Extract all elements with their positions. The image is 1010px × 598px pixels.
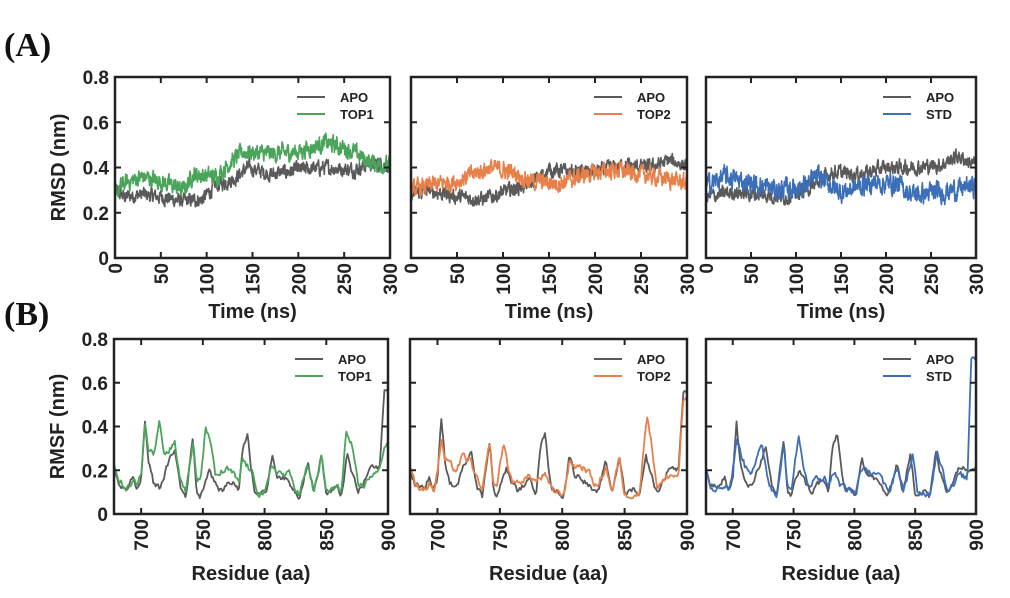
panel-label-a: (A): [4, 27, 51, 64]
legend: APO STD: [883, 352, 954, 384]
series-line-top2: [411, 158, 687, 199]
legend-label-std: STD: [926, 107, 952, 122]
legend-label-top1: TOP1: [338, 369, 372, 384]
series-line-top1: [115, 132, 390, 198]
x-tick-label: 800: [553, 519, 574, 551]
panel-label-b: (B): [4, 296, 49, 333]
x-tick-label: 250: [335, 263, 356, 295]
x-tick-label: 700: [428, 519, 449, 551]
legend-label-top1: TOP1: [340, 107, 374, 122]
legend-label-apo: APO: [926, 90, 954, 105]
legend-label-apo: APO: [926, 352, 954, 367]
y-axis-title: RMSF (nm): [47, 374, 69, 480]
x-tick-label: 800: [256, 519, 277, 551]
x-tick-label: 850: [906, 519, 927, 551]
chart-rmsd-std: 0 50 100 150 200 250 300 Time (ns) APO STD: [697, 75, 988, 323]
y-tick-label: 0.8: [83, 68, 109, 89]
series-line-apo: [114, 388, 388, 500]
legend-label-top2: TOP2: [637, 369, 671, 384]
x-tick-label: 200: [877, 263, 898, 295]
series-line-top1: [114, 420, 388, 499]
x-axis-title: Time (ns): [208, 301, 297, 323]
x-tick-label: 200: [289, 263, 310, 295]
legend: APO TOP2: [594, 352, 671, 384]
x-axis-title: Residue (aa): [782, 563, 901, 585]
x-tick-label: 300: [678, 263, 699, 295]
legend: APO STD: [883, 90, 954, 122]
x-tick-label: 0: [697, 263, 718, 274]
chart-rmsd-top2: 0 50 100 150 200 250 300 Time (ns) APO TOP2: [402, 75, 699, 323]
x-tick-label: 900: [678, 519, 699, 551]
series-line-apo: [115, 154, 390, 208]
x-tick-label: 850: [616, 519, 637, 551]
legend-label-std: STD: [926, 369, 952, 384]
x-tick-label: 300: [967, 263, 988, 295]
x-tick-label: 750: [491, 519, 512, 551]
series-line-apo: [411, 152, 687, 207]
x-tick-label: 0: [402, 263, 423, 274]
legend: APO TOP2: [594, 90, 671, 122]
y-tick-label: 0: [97, 505, 108, 526]
x-tick-label: 300: [381, 263, 402, 295]
series-line-top2: [410, 395, 687, 500]
legend-label-apo: APO: [637, 352, 665, 367]
x-tick-label: 50: [742, 263, 763, 284]
x-tick-label: 250: [632, 263, 653, 295]
legend-label-top2: TOP2: [637, 107, 671, 122]
legend-label-apo: APO: [338, 352, 366, 367]
x-axis-title: Residue (aa): [192, 563, 311, 585]
x-axis-title: Time (ns): [505, 301, 594, 323]
y-tick-label: 0.4: [83, 159, 110, 180]
x-tick-label: 750: [785, 519, 806, 551]
y-tick-label: 0.2: [82, 461, 108, 482]
series-line-std: [706, 356, 976, 499]
x-tick-label: 700: [724, 519, 745, 551]
x-tick-label: 850: [317, 519, 338, 551]
x-tick-label: 100: [198, 263, 219, 295]
y-tick-label: 0.6: [82, 374, 108, 395]
legend-label-apo: APO: [637, 90, 665, 105]
x-tick-label: 100: [787, 263, 808, 295]
x-tick-label: 900: [379, 519, 400, 551]
legend: APO TOP1: [295, 352, 372, 384]
chart-rmsd-top1: 0 0.2 0.4 0.6 0.8 0 50 100 150 200 250 300 Time (ns)…: [48, 68, 402, 323]
y-axis-title: RMSD (nm): [48, 114, 70, 222]
y-tick-label: 0.6: [83, 113, 109, 134]
x-axis-title: Time (ns): [797, 301, 886, 323]
x-tick-label: 250: [922, 263, 943, 295]
x-tick-label: 50: [152, 263, 173, 284]
legend-label-apo: APO: [340, 90, 368, 105]
chart-rmsf-top2: 700 750 800 850 900 Residue (aa) APO TOP2: [408, 337, 699, 585]
y-tick-label: 0: [98, 249, 109, 270]
y-tick-label: 0.8: [82, 330, 108, 351]
chart-rmsf-std: 700 750 800 850 900 Residue (aa) APO STD: [704, 337, 988, 585]
series-line-std: [706, 163, 976, 206]
x-tick-label: 150: [540, 263, 561, 295]
y-tick-label: 0.2: [83, 204, 109, 225]
series-line-apo: [706, 148, 976, 206]
x-tick-label: 0: [106, 263, 127, 274]
legend: APO TOP1: [297, 90, 374, 122]
x-tick-label: 750: [194, 519, 215, 551]
x-tick-label: 800: [845, 519, 866, 551]
x-tick-label: 150: [832, 263, 853, 295]
x-tick-label: 100: [494, 263, 515, 295]
x-tick-label: 900: [967, 519, 988, 551]
x-tick-label: 150: [244, 263, 265, 295]
x-tick-label: 200: [586, 263, 607, 295]
chart-rmsf-top1: 0 0.2 0.4 0.6 0.8 700 750 800 850 900 Residue (aa)…: [47, 330, 400, 585]
y-tick-label: 0.4: [82, 418, 109, 439]
x-tick-label: 50: [448, 263, 469, 284]
x-axis-title: Residue (aa): [489, 563, 608, 585]
x-tick-label: 700: [132, 519, 153, 551]
